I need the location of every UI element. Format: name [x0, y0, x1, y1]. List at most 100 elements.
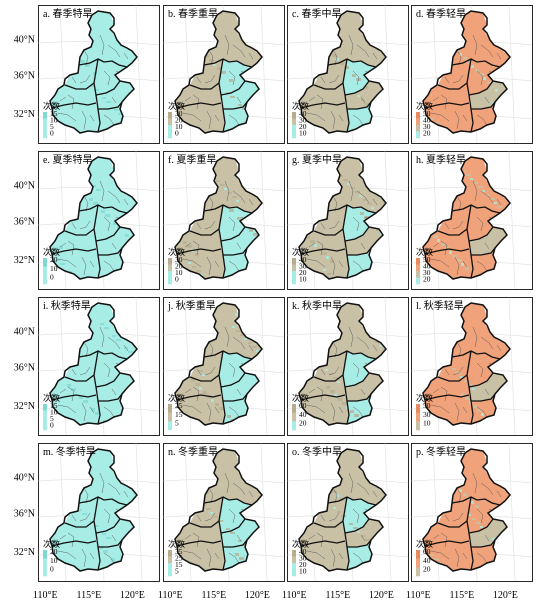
province-boundary: [95, 226, 121, 242]
legend-label: 20: [423, 275, 431, 284]
region-south: [52, 541, 100, 571]
region-seast: [345, 519, 383, 547]
region-south: [301, 103, 349, 133]
legend-label: 20: [423, 565, 431, 574]
province-boundary: [437, 520, 468, 528]
lat-tick-label: 36°N: [14, 70, 35, 81]
legend-label: 60: [423, 547, 431, 556]
province-boundary: [189, 228, 220, 236]
region-north: [204, 303, 262, 359]
province-boundary: [424, 102, 470, 109]
region-south: [177, 103, 225, 133]
province-boundary: [78, 496, 128, 506]
lon-tick-label: 115°E: [201, 590, 226, 601]
region-east: [94, 205, 127, 241]
province-boundary: [468, 518, 494, 534]
panel-title: h. 夏季轻旱: [416, 153, 466, 166]
province-boundary: [347, 247, 372, 256]
axis-labels: 40°N 36°N 32°N 40°N 36°N 32°N 40°N 36°N 32°N 40°N…: [14, 35, 518, 602]
region-outline: [298, 10, 387, 134]
legend-swatch: [168, 550, 172, 557]
region-east: [94, 351, 127, 387]
province-boundary: [424, 248, 470, 255]
region-seast: [345, 227, 383, 255]
legend-title: 次数: [168, 247, 186, 257]
legend-title: 次数: [416, 101, 434, 111]
region-west: [65, 351, 98, 381]
legend-swatch: [43, 423, 47, 431]
legend-swatch: [416, 404, 420, 413]
legend-label: 10: [50, 408, 58, 417]
province-boundary: [471, 101, 496, 110]
region-west: [190, 205, 223, 235]
region-south: [52, 103, 100, 133]
legend-label: 0: [50, 129, 54, 138]
province-boundary: [51, 394, 97, 401]
legend-swatch: [168, 264, 172, 272]
legend-swatch: [416, 567, 420, 577]
province-boundary: [468, 226, 494, 242]
province-boundary: [313, 374, 344, 382]
legend-swatch: [292, 264, 296, 272]
choropleth: [175, 303, 262, 425]
legend-label: 10: [299, 129, 307, 138]
legend-label: 0: [50, 565, 54, 574]
province-boundary: [78, 58, 128, 68]
region-south: [301, 249, 349, 279]
region-west: [190, 59, 223, 89]
legend-swatch: [43, 404, 47, 411]
legend-label: 20: [299, 419, 307, 428]
choropleth: [423, 157, 510, 279]
legend-label: 25: [175, 554, 183, 563]
legend-swatch: [416, 258, 420, 265]
region-east: [343, 59, 376, 95]
legend-swatch: [292, 277, 296, 285]
region-outline: [298, 302, 387, 426]
province-boundary: [64, 228, 95, 236]
region-south: [301, 541, 349, 571]
region-seast: [96, 227, 134, 255]
legend-label: 15: [175, 410, 183, 419]
region-north: [328, 449, 386, 505]
legend-swatch: [168, 277, 172, 285]
region-north: [328, 157, 386, 213]
region-east: [343, 205, 376, 241]
province-boundary: [64, 82, 95, 90]
legend-label: 20: [50, 547, 58, 556]
region-north: [452, 11, 510, 67]
legend-swatch: [416, 271, 420, 278]
province-boundary: [203, 496, 253, 506]
legend-swatch: [292, 412, 296, 422]
legend-swatch: [292, 271, 296, 278]
lon-tick-label: 110°E: [282, 590, 307, 601]
province-boundary: [176, 394, 222, 401]
legend-swatch: [416, 412, 420, 422]
province-boundary: [313, 520, 344, 528]
province-boundary: [51, 540, 97, 547]
legend-title: 次数: [416, 247, 434, 257]
region-north: [79, 449, 137, 505]
province-boundary: [424, 394, 470, 401]
lat-tick-label: 36°N: [14, 508, 35, 519]
region-seast: [345, 81, 383, 109]
province-boundary: [176, 248, 222, 255]
legend-swatch: [168, 412, 172, 422]
lat-tick-label: 36°N: [14, 216, 35, 227]
province-boundary: [437, 82, 468, 90]
panel-title: c. 春季中旱: [292, 7, 341, 20]
legend-label: 30: [299, 116, 307, 125]
legend-swatch: [43, 410, 47, 418]
province-boundary: [95, 372, 121, 388]
region-west: [438, 351, 471, 381]
province-boundary: [344, 372, 370, 388]
legend-label: 5: [50, 414, 54, 423]
province-boundary: [451, 58, 501, 68]
region-seast: [469, 227, 507, 255]
